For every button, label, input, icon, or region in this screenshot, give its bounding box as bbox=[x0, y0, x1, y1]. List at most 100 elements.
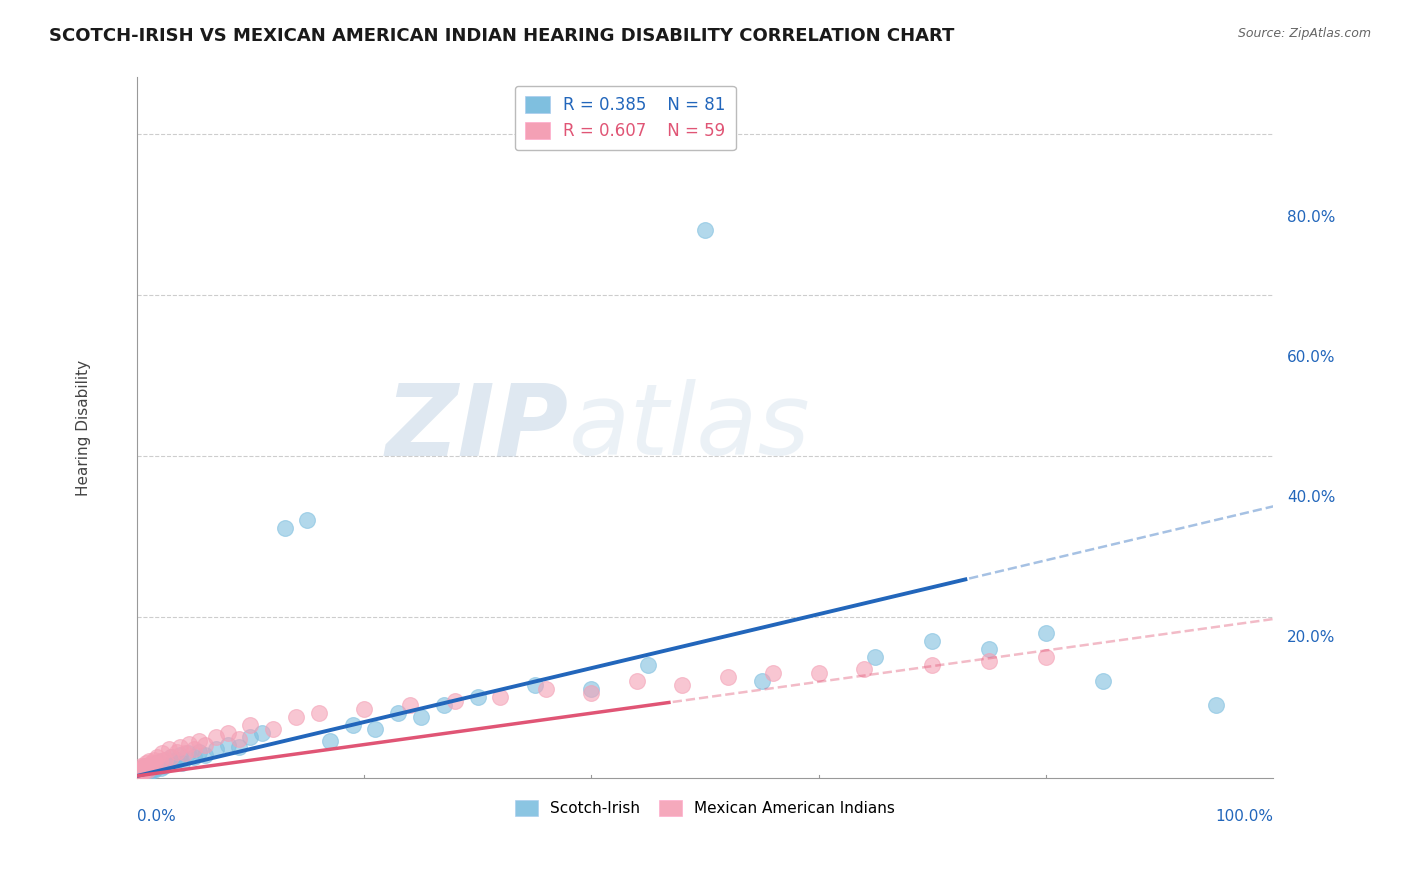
Point bbox=[135, 756, 157, 770]
Point bbox=[150, 755, 173, 769]
Point bbox=[194, 739, 217, 753]
Point bbox=[127, 764, 149, 779]
Point bbox=[131, 762, 153, 776]
Point bbox=[162, 755, 184, 769]
Point bbox=[136, 757, 159, 772]
Point bbox=[129, 765, 152, 780]
Point bbox=[139, 764, 162, 779]
Point bbox=[136, 764, 159, 779]
Point bbox=[637, 657, 659, 672]
Point bbox=[262, 723, 284, 737]
Point bbox=[153, 758, 176, 772]
Point bbox=[398, 698, 420, 713]
Point bbox=[135, 761, 157, 775]
Point bbox=[134, 765, 156, 780]
Point bbox=[284, 710, 307, 724]
Point bbox=[136, 759, 159, 773]
Point bbox=[1205, 698, 1227, 713]
Text: 80.0%: 80.0% bbox=[1286, 210, 1336, 225]
Point bbox=[217, 726, 239, 740]
Text: ZIP: ZIP bbox=[385, 379, 568, 476]
Point bbox=[273, 521, 295, 535]
Point bbox=[135, 762, 157, 776]
Point bbox=[444, 694, 467, 708]
Point bbox=[308, 706, 330, 721]
Point bbox=[853, 662, 876, 676]
Text: 0.0%: 0.0% bbox=[136, 809, 176, 824]
Point bbox=[183, 742, 205, 756]
Text: 60.0%: 60.0% bbox=[1286, 350, 1336, 365]
Point bbox=[149, 758, 172, 772]
Point bbox=[136, 765, 159, 780]
Point bbox=[921, 657, 943, 672]
Point bbox=[132, 764, 155, 778]
Point bbox=[127, 766, 149, 780]
Legend: Scotch-Irish, Mexican American Indians: Scotch-Irish, Mexican American Indians bbox=[509, 794, 901, 822]
Point bbox=[342, 718, 364, 732]
Point bbox=[129, 761, 152, 775]
Point bbox=[319, 734, 342, 748]
Point bbox=[141, 763, 163, 777]
Text: Hearing Disability: Hearing Disability bbox=[76, 359, 91, 496]
Point bbox=[139, 761, 162, 775]
Point bbox=[134, 767, 156, 781]
Point bbox=[128, 764, 150, 779]
Point bbox=[146, 750, 169, 764]
Point bbox=[387, 706, 409, 721]
Point bbox=[134, 760, 156, 774]
Point bbox=[128, 767, 150, 781]
Point bbox=[149, 761, 172, 775]
Point bbox=[671, 678, 693, 692]
Point bbox=[127, 768, 149, 782]
Point bbox=[129, 765, 152, 780]
Point bbox=[127, 769, 149, 783]
Point bbox=[132, 766, 155, 780]
Point bbox=[138, 758, 160, 772]
Point bbox=[128, 763, 150, 777]
Point bbox=[143, 757, 166, 772]
Point bbox=[131, 759, 153, 773]
Point bbox=[142, 753, 165, 767]
Point bbox=[977, 641, 1000, 656]
Point bbox=[131, 764, 153, 778]
Text: atlas: atlas bbox=[568, 379, 810, 476]
Point bbox=[353, 702, 375, 716]
Point bbox=[807, 665, 830, 680]
Point bbox=[131, 764, 153, 779]
Text: Source: ZipAtlas.com: Source: ZipAtlas.com bbox=[1237, 27, 1371, 40]
Point bbox=[228, 731, 250, 746]
Point bbox=[581, 681, 603, 696]
Point bbox=[489, 690, 512, 704]
Point bbox=[128, 768, 150, 782]
Point bbox=[150, 747, 173, 761]
Point bbox=[139, 758, 162, 772]
Text: 100.0%: 100.0% bbox=[1215, 809, 1274, 824]
Point bbox=[177, 747, 200, 761]
Point bbox=[693, 223, 716, 237]
Point bbox=[581, 686, 603, 700]
Point bbox=[155, 753, 177, 767]
Point bbox=[142, 759, 165, 773]
Point bbox=[239, 731, 262, 745]
Point bbox=[921, 633, 943, 648]
Point bbox=[194, 747, 217, 762]
Point bbox=[1035, 625, 1057, 640]
Point bbox=[717, 670, 740, 684]
Point bbox=[188, 745, 211, 759]
Point bbox=[166, 753, 188, 767]
Point bbox=[131, 768, 153, 782]
Point bbox=[145, 761, 167, 775]
Point bbox=[250, 726, 273, 740]
Text: 20.0%: 20.0% bbox=[1286, 630, 1336, 645]
Point bbox=[157, 756, 180, 770]
Text: SCOTCH-IRISH VS MEXICAN AMERICAN INDIAN HEARING DISABILITY CORRELATION CHART: SCOTCH-IRISH VS MEXICAN AMERICAN INDIAN … bbox=[49, 27, 955, 45]
Point bbox=[160, 750, 183, 764]
Point bbox=[138, 764, 160, 778]
Point bbox=[128, 764, 150, 779]
Point bbox=[142, 764, 165, 778]
Point bbox=[146, 756, 169, 770]
Point bbox=[172, 756, 194, 770]
Point bbox=[131, 764, 153, 779]
Point bbox=[977, 654, 1000, 668]
Point bbox=[136, 763, 159, 777]
